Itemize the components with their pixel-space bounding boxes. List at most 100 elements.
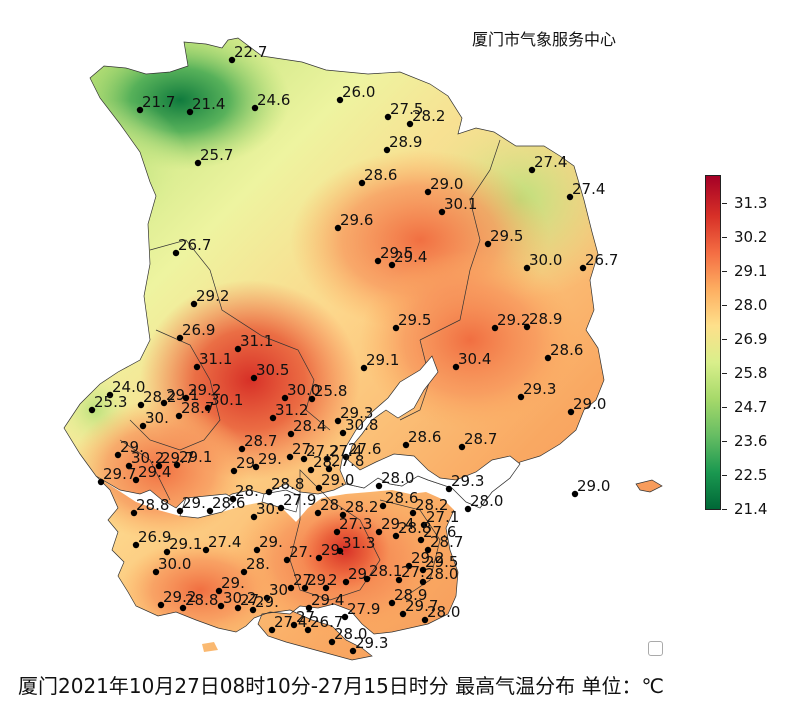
station-temp-label: 28.8 bbox=[398, 519, 431, 537]
station-marker bbox=[419, 578, 427, 586]
station-temp-label: 28.7 bbox=[464, 430, 497, 448]
station-temp-label: 29.4 bbox=[381, 515, 414, 533]
station-temp-label: 29.7 bbox=[161, 449, 194, 467]
station-temp-label: 31.1 bbox=[240, 332, 273, 350]
station-temp-label: 29. bbox=[120, 438, 144, 456]
footer-caption: 厦门2021年10月27日08时10分-27月15日时分 最高气温分布 单位：℃ bbox=[18, 674, 664, 698]
station-marker bbox=[339, 429, 347, 437]
station-temp-label: 30.2 bbox=[223, 589, 256, 607]
station-marker bbox=[417, 536, 425, 544]
station-temp-label: 28.4 bbox=[293, 417, 326, 435]
station-temp-label: 29.2 bbox=[163, 588, 196, 606]
station-temp-label: 28.8 bbox=[136, 496, 169, 514]
station-temp-label: 28.6 bbox=[408, 428, 441, 446]
station-marker bbox=[157, 601, 165, 609]
station-temp-label: 29.5 bbox=[380, 244, 413, 262]
station-temp-label: 31.3 bbox=[342, 534, 375, 552]
station-temp-label: 30.1 bbox=[210, 391, 243, 409]
station-marker bbox=[132, 541, 140, 549]
station-marker bbox=[438, 208, 446, 216]
station-temp-label: 28. bbox=[246, 555, 270, 573]
station-temp-label: 24.6 bbox=[257, 91, 290, 109]
station-temp-label: 21.7 bbox=[142, 93, 175, 111]
station-temp-label: 26.7 bbox=[585, 251, 618, 269]
station-marker bbox=[379, 502, 387, 510]
station-marker bbox=[217, 602, 225, 610]
station-temp-label: 30.2 bbox=[131, 449, 164, 467]
station-marker bbox=[315, 554, 323, 562]
station-marker bbox=[395, 576, 403, 584]
station-temp-label: 26.9 bbox=[182, 321, 215, 339]
station-marker bbox=[363, 575, 371, 583]
station-points: 22.721.7 21.4 24.6 26.027.528.225.728.928.6… bbox=[88, 43, 618, 655]
station-temp-label: 31.2 bbox=[275, 401, 308, 419]
station-marker bbox=[402, 441, 410, 449]
station-marker bbox=[176, 507, 184, 515]
station-marker bbox=[251, 104, 259, 112]
station-marker bbox=[325, 465, 333, 473]
station-marker bbox=[305, 604, 313, 612]
station-temp-label: 30.4 bbox=[458, 350, 491, 368]
station-temp-label: 28.9 bbox=[389, 133, 422, 151]
station-marker bbox=[334, 224, 342, 232]
colorbar-ticks: 31.3 30.2 29.1 28.0 26.9 25.8 24.7 23.6 … bbox=[722, 175, 782, 518]
station-marker bbox=[268, 626, 276, 634]
station-marker bbox=[419, 566, 427, 574]
station-marker bbox=[392, 324, 400, 332]
station-marker bbox=[139, 422, 147, 430]
station-marker bbox=[322, 584, 330, 592]
station-marker bbox=[375, 482, 383, 490]
station-marker bbox=[125, 462, 133, 470]
station-marker bbox=[281, 394, 289, 402]
station-temp-label: 31.1 bbox=[199, 350, 232, 368]
station-temp-label: 29. bbox=[259, 533, 283, 551]
station-temp-label: 29. bbox=[258, 450, 282, 468]
station-marker bbox=[234, 604, 242, 612]
station-temp-label: 27.1 bbox=[426, 508, 459, 526]
station-temp-label: 29. bbox=[182, 494, 206, 512]
station-marker bbox=[374, 257, 382, 265]
station-temp-label: 28.1 bbox=[369, 562, 402, 580]
station-temp-label: 27.4 bbox=[208, 533, 241, 551]
station-marker bbox=[315, 484, 323, 492]
station-temp-label: 29.2 bbox=[196, 287, 229, 305]
station-temp-label: 30.8 bbox=[345, 416, 378, 434]
station-marker bbox=[202, 546, 210, 554]
station-marker bbox=[392, 532, 400, 540]
station-marker bbox=[182, 394, 190, 402]
station-temp-label: 25.7 bbox=[200, 146, 233, 164]
station-marker bbox=[160, 399, 168, 407]
station-marker bbox=[405, 562, 413, 570]
station-marker bbox=[334, 417, 342, 425]
station-marker bbox=[452, 363, 460, 371]
station-marker bbox=[286, 453, 294, 461]
station-temp-label: 28.6 bbox=[550, 341, 583, 359]
station-temp-label: 27.6 bbox=[423, 523, 456, 541]
station-marker bbox=[464, 505, 472, 513]
station-temp-label: 27.4 bbox=[534, 153, 567, 171]
station-temp-label: 26.0 bbox=[342, 83, 375, 101]
station-marker bbox=[193, 363, 201, 371]
station-marker bbox=[106, 391, 114, 399]
station-marker bbox=[523, 264, 531, 272]
station-marker bbox=[388, 261, 396, 269]
station-marker bbox=[175, 412, 183, 420]
station-marker bbox=[155, 462, 163, 470]
station-marker bbox=[152, 568, 160, 576]
station-marker bbox=[388, 599, 396, 607]
station-marker bbox=[445, 485, 453, 493]
station-temp-label: 29.4 bbox=[311, 591, 344, 609]
legend-box bbox=[648, 641, 663, 656]
station-temp-label: 29.1 bbox=[169, 535, 202, 553]
station-temp-label: 28.7 bbox=[244, 432, 277, 450]
station-marker bbox=[283, 556, 291, 564]
station-marker bbox=[523, 323, 531, 331]
station-temp-label: 28.2 bbox=[345, 498, 378, 516]
station-marker bbox=[544, 354, 552, 362]
station-marker bbox=[307, 466, 315, 474]
station-temp-label: 28.6 bbox=[212, 494, 245, 512]
station-temp-label: 29.6 bbox=[340, 211, 373, 229]
station-temp-label: 28.8 bbox=[271, 475, 304, 493]
station-temp-label: 27.5 bbox=[390, 100, 423, 118]
station-marker bbox=[406, 120, 414, 128]
